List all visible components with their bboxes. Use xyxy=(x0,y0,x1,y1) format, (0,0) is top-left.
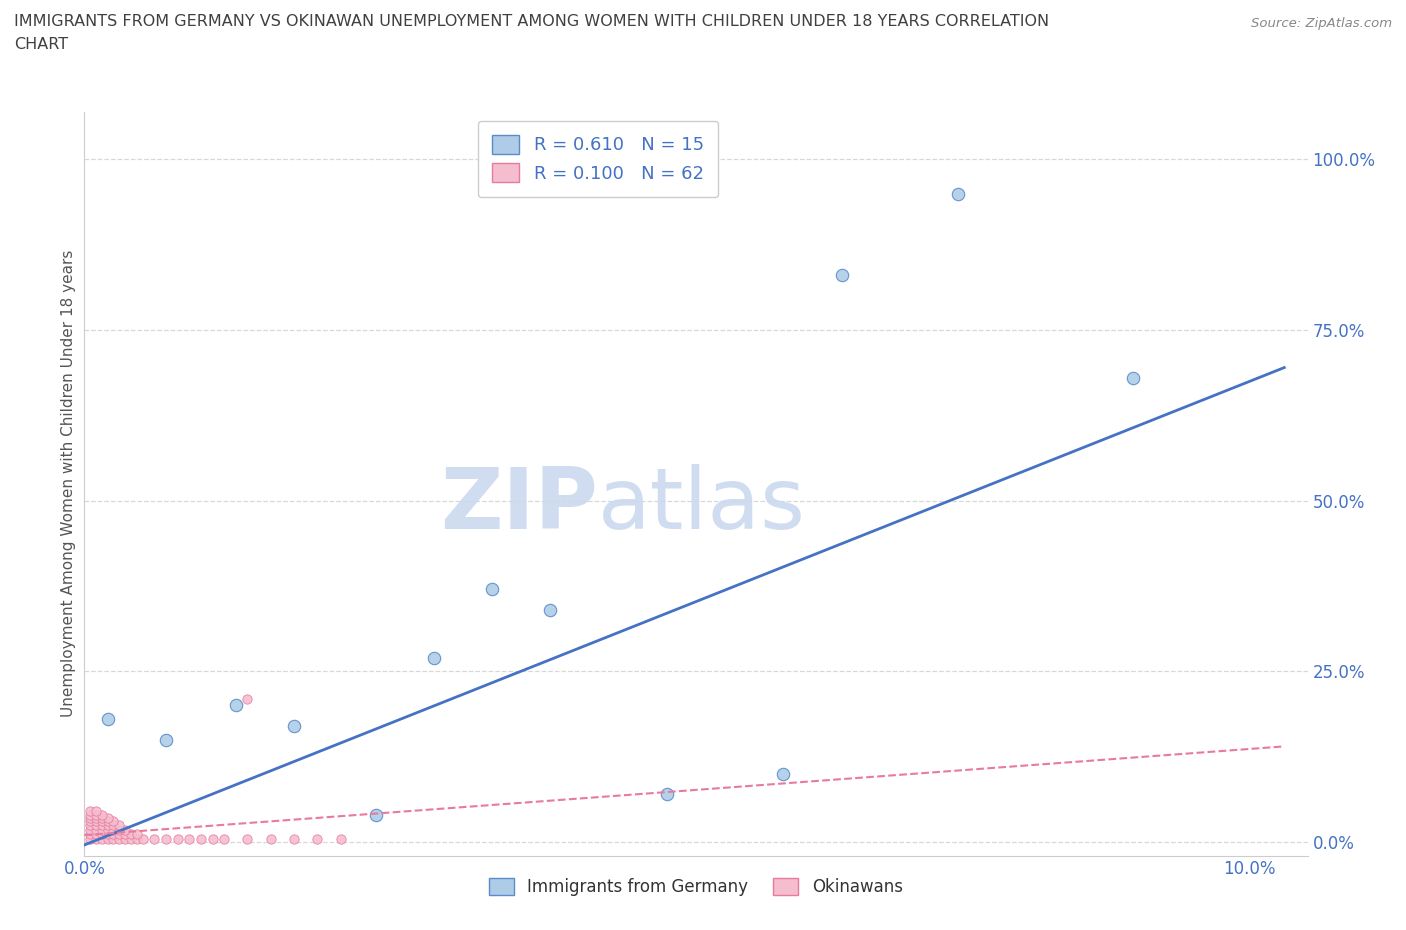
Point xyxy=(423,650,446,665)
Point xyxy=(236,831,259,846)
Point xyxy=(155,831,177,846)
Point xyxy=(79,822,101,837)
Point xyxy=(79,817,101,832)
Point xyxy=(946,186,969,201)
Point xyxy=(114,827,136,842)
Point xyxy=(79,827,101,842)
Point xyxy=(831,268,853,283)
Point xyxy=(90,817,112,832)
Point xyxy=(90,831,112,846)
Point xyxy=(772,766,794,781)
Point xyxy=(108,831,131,846)
Point xyxy=(90,827,112,842)
Point xyxy=(166,831,188,846)
Point xyxy=(103,814,125,829)
Point xyxy=(90,814,112,829)
Point xyxy=(114,831,136,846)
Point xyxy=(97,814,120,829)
Point xyxy=(97,827,120,842)
Point xyxy=(283,831,305,846)
Point xyxy=(143,831,166,846)
Text: CHART: CHART xyxy=(14,37,67,52)
Point xyxy=(84,804,107,818)
Point xyxy=(97,817,120,832)
Text: atlas: atlas xyxy=(598,464,806,548)
Point xyxy=(1122,370,1144,385)
Point xyxy=(114,822,136,837)
Point xyxy=(97,831,120,846)
Point xyxy=(84,814,107,829)
Point xyxy=(120,831,142,846)
Point xyxy=(155,732,177,747)
Point xyxy=(103,822,125,837)
Point xyxy=(190,831,212,846)
Text: ZIP: ZIP xyxy=(440,464,598,548)
Point xyxy=(79,814,101,829)
Point xyxy=(108,827,131,842)
Point xyxy=(125,831,148,846)
Point xyxy=(84,831,107,846)
Point xyxy=(97,822,120,837)
Point xyxy=(103,831,125,846)
Point xyxy=(538,603,561,618)
Point xyxy=(283,719,305,734)
Point xyxy=(225,698,247,713)
Point xyxy=(84,811,107,826)
Point xyxy=(179,831,201,846)
Point xyxy=(481,582,503,597)
Point xyxy=(90,807,112,822)
Point xyxy=(97,811,120,826)
Point xyxy=(131,831,153,846)
Point xyxy=(84,822,107,837)
Point xyxy=(79,811,101,826)
Point xyxy=(97,711,120,726)
Point xyxy=(329,831,352,846)
Point xyxy=(84,807,107,822)
Point xyxy=(655,787,678,802)
Point xyxy=(125,827,148,842)
Point xyxy=(84,817,107,832)
Point xyxy=(364,807,387,822)
Text: IMMIGRANTS FROM GERMANY VS OKINAWAN UNEMPLOYMENT AMONG WOMEN WITH CHILDREN UNDER: IMMIGRANTS FROM GERMANY VS OKINAWAN UNEM… xyxy=(14,14,1049,29)
Legend: Immigrants from Germany, Okinawans: Immigrants from Germany, Okinawans xyxy=(482,871,910,903)
Point xyxy=(120,827,142,842)
Point xyxy=(84,827,107,842)
Point xyxy=(307,831,329,846)
Point xyxy=(236,691,259,706)
Point xyxy=(90,822,112,837)
Point xyxy=(108,817,131,832)
Point xyxy=(212,831,235,846)
Point xyxy=(79,831,101,846)
Point xyxy=(79,807,101,822)
Point xyxy=(90,811,112,826)
Text: Source: ZipAtlas.com: Source: ZipAtlas.com xyxy=(1251,17,1392,30)
Point xyxy=(103,827,125,842)
Point xyxy=(103,817,125,832)
Point xyxy=(260,831,283,846)
Y-axis label: Unemployment Among Women with Children Under 18 years: Unemployment Among Women with Children U… xyxy=(60,250,76,717)
Point xyxy=(201,831,224,846)
Point xyxy=(79,804,101,818)
Point xyxy=(108,822,131,837)
